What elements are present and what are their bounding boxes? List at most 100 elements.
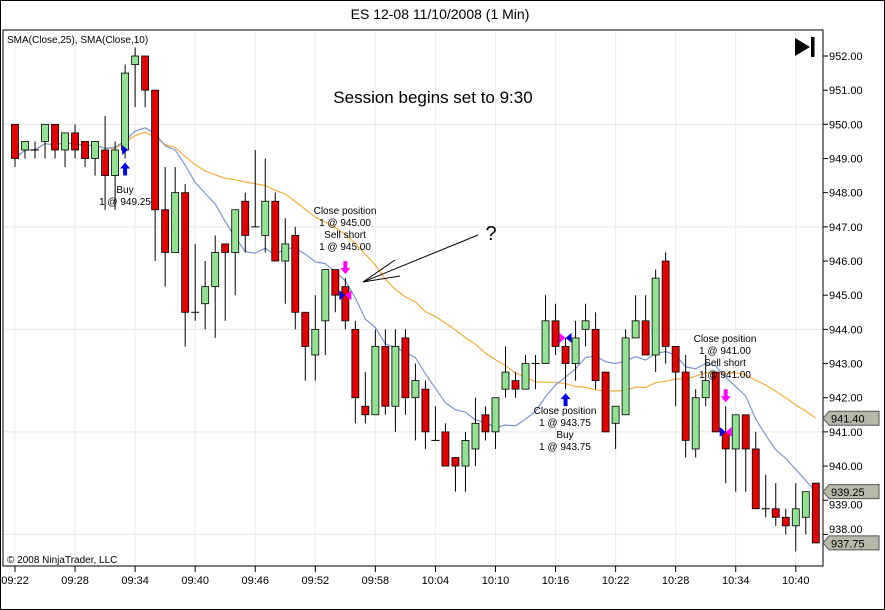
y-tick-label: 951.00 bbox=[829, 85, 863, 97]
candle-body bbox=[751, 448, 760, 510]
y-tick-label: 947.00 bbox=[829, 222, 863, 234]
candle bbox=[151, 89, 160, 262]
x-tick-label: 10:40 bbox=[782, 575, 810, 587]
candle bbox=[611, 405, 620, 449]
x-tick-label: 09:46 bbox=[241, 575, 269, 587]
candle-body bbox=[311, 328, 320, 356]
candle-body bbox=[681, 371, 690, 441]
candle bbox=[271, 192, 280, 262]
candle-body bbox=[641, 320, 650, 356]
y-tick-label: 952.00 bbox=[829, 51, 863, 63]
y-tick-label: 948.00 bbox=[829, 188, 863, 200]
candle bbox=[261, 158, 270, 253]
candle bbox=[761, 474, 770, 518]
candle-body bbox=[271, 200, 280, 262]
candle bbox=[71, 124, 79, 159]
candle bbox=[601, 371, 610, 433]
candle-body bbox=[511, 380, 520, 390]
candle bbox=[501, 346, 510, 398]
svg-text:1 @ 941.00: 1 @ 941.00 bbox=[699, 346, 751, 357]
svg-text:Sell short: Sell short bbox=[324, 230, 366, 241]
trade-label-4: Close position 1 @ 941.00 Sell short 1 @… bbox=[694, 334, 757, 381]
x-tick-label: 10:28 bbox=[662, 575, 690, 587]
candle bbox=[11, 123, 19, 168]
candle-body bbox=[661, 260, 670, 347]
candle bbox=[61, 132, 69, 168]
svg-text:Close position: Close position bbox=[314, 206, 377, 217]
svg-text:Buy: Buy bbox=[556, 430, 573, 441]
candle-body bbox=[161, 209, 170, 253]
x-tick-label: 09:28 bbox=[61, 575, 89, 587]
candle bbox=[771, 483, 780, 526]
candle-body bbox=[781, 516, 790, 527]
candle bbox=[641, 295, 650, 356]
candle bbox=[671, 346, 680, 407]
sma-line bbox=[14, 127, 817, 493]
candle bbox=[251, 149, 260, 228]
candle-body bbox=[601, 371, 610, 433]
candle bbox=[651, 269, 660, 373]
svg-text:Sell short: Sell short bbox=[704, 358, 746, 369]
y-tick-label: 941.00 bbox=[829, 427, 863, 439]
candle-body bbox=[671, 346, 680, 373]
long-entry-arrow-icon bbox=[560, 393, 571, 407]
time-axis[interactable]: 09:22 09:28 09:34 09:40 09:46 09:52 09:58 10:04… bbox=[1, 566, 810, 587]
candle-body bbox=[111, 149, 119, 176]
y-tick-label: 944.00 bbox=[829, 324, 863, 336]
candle bbox=[121, 64, 130, 159]
candle bbox=[171, 167, 180, 253]
y-tick-label: 939.00 bbox=[829, 500, 863, 512]
long-entry-arrow-icon bbox=[120, 162, 131, 176]
candle bbox=[461, 431, 470, 492]
candle bbox=[531, 354, 540, 390]
candle-body bbox=[131, 55, 140, 65]
price-tag-label: 939.25 bbox=[831, 487, 865, 499]
candle-body bbox=[101, 149, 109, 176]
x-tick-label: 10:10 bbox=[482, 575, 510, 587]
candle-body bbox=[51, 123, 59, 151]
candle bbox=[291, 226, 300, 330]
short-entry-arrow-icon bbox=[720, 389, 731, 403]
candle-body bbox=[171, 192, 180, 253]
candle-body bbox=[501, 371, 510, 390]
candle bbox=[661, 252, 670, 364]
price-tag-box bbox=[822, 535, 880, 551]
sma10-value-tag: 939.25 bbox=[822, 484, 880, 500]
candle bbox=[221, 243, 230, 321]
price-axis[interactable]: 952.00 951.00 950.00 949.00 948.00 947.00 946.… bbox=[823, 51, 863, 536]
candle-body bbox=[451, 457, 460, 467]
candle bbox=[331, 269, 340, 313]
candle bbox=[751, 431, 760, 510]
candle bbox=[561, 337, 570, 390]
candle bbox=[201, 261, 210, 330]
candle bbox=[511, 372, 520, 398]
candle-body bbox=[461, 440, 470, 467]
y-tick-label: 943.00 bbox=[829, 359, 863, 371]
candle bbox=[491, 397, 500, 449]
x-tick-label: 10:04 bbox=[422, 575, 450, 587]
entry-marker-icon bbox=[565, 332, 572, 343]
candle-body bbox=[371, 346, 380, 416]
skip-to-end-icon[interactable] bbox=[795, 37, 815, 57]
candle bbox=[81, 141, 89, 168]
x-tick-label: 09:22 bbox=[1, 575, 29, 587]
candle-body bbox=[561, 346, 570, 364]
candle-body bbox=[811, 482, 820, 544]
x-tick-label: 10:22 bbox=[602, 575, 630, 587]
candle-body bbox=[391, 346, 400, 407]
candle bbox=[441, 423, 450, 467]
candle-body bbox=[81, 141, 89, 159]
candle-body bbox=[241, 200, 250, 236]
candle bbox=[431, 406, 440, 441]
entry-marker-icon bbox=[345, 290, 352, 301]
candle bbox=[191, 243, 200, 321]
candle bbox=[131, 47, 140, 108]
svg-text:1 @ 943.75: 1 @ 943.75 bbox=[539, 418, 591, 429]
candle bbox=[371, 329, 380, 416]
y-tick-label: 942.00 bbox=[829, 393, 863, 405]
candle bbox=[551, 303, 560, 355]
candle-body bbox=[221, 243, 230, 253]
svg-text:1 @ 949.25: 1 @ 949.25 bbox=[99, 197, 151, 208]
y-tick-label: 946.00 bbox=[829, 256, 863, 268]
